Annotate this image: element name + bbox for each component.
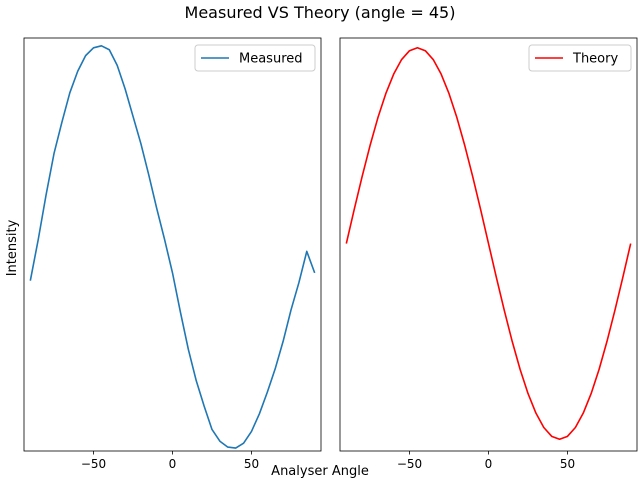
y-axis-label: Intensity xyxy=(5,219,20,276)
figure-title: Measured VS Theory (angle = 45) xyxy=(185,3,456,22)
legend-box xyxy=(194,44,316,72)
theory-panel: −50 0 50 Theory xyxy=(339,37,638,471)
x-tick-label: −50 xyxy=(397,457,422,471)
x-tick-label: 0 xyxy=(169,457,177,471)
measured-panel: −50 0 50 Measured xyxy=(23,37,322,471)
legend-label: Measured xyxy=(239,52,303,67)
series-line-theory xyxy=(345,46,632,441)
x-tick-label: 0 xyxy=(485,457,493,471)
legend-box xyxy=(528,44,632,72)
legend-label: Theory xyxy=(572,52,618,67)
x-tick-label: 50 xyxy=(244,457,259,471)
x-axis-label: Analyser Angle xyxy=(271,464,369,479)
x-tick-label: −50 xyxy=(81,457,106,471)
x-tick-label: 50 xyxy=(560,457,575,471)
series-line-measured xyxy=(29,45,316,449)
